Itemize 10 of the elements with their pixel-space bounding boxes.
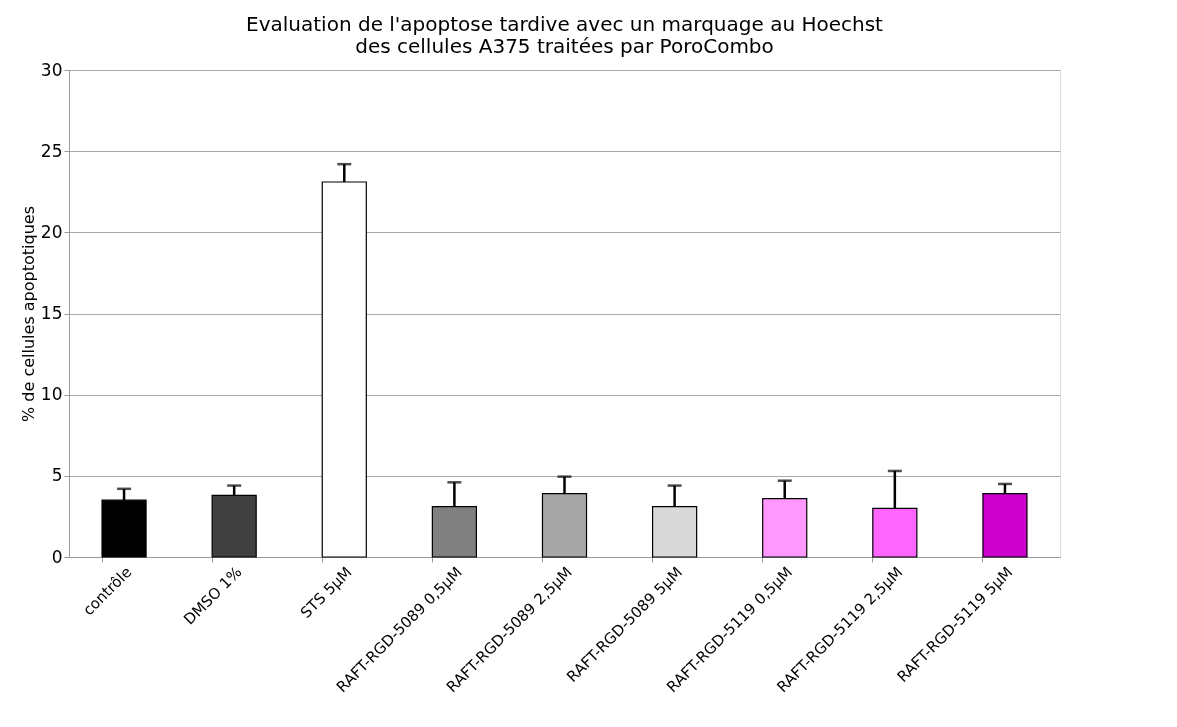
y-tick-label: 15 <box>40 303 63 323</box>
text: des cellules A375 traitées par PoroCombo <box>355 34 774 58</box>
y-tick-label: 5 <box>51 465 63 486</box>
y-tick-label: 30 <box>40 59 63 80</box>
y-tick-label: 20 <box>40 221 63 242</box>
y-axis-title: % de cellules apoptotiques <box>18 206 38 422</box>
y-tick-label: 0 <box>51 546 63 567</box>
y-tick-label: 25 <box>40 140 63 161</box>
text: Evaluation de l'apoptose tardive avec un marquage au Hoechst <box>246 12 883 36</box>
y-tick-label: 10 <box>40 384 63 405</box>
